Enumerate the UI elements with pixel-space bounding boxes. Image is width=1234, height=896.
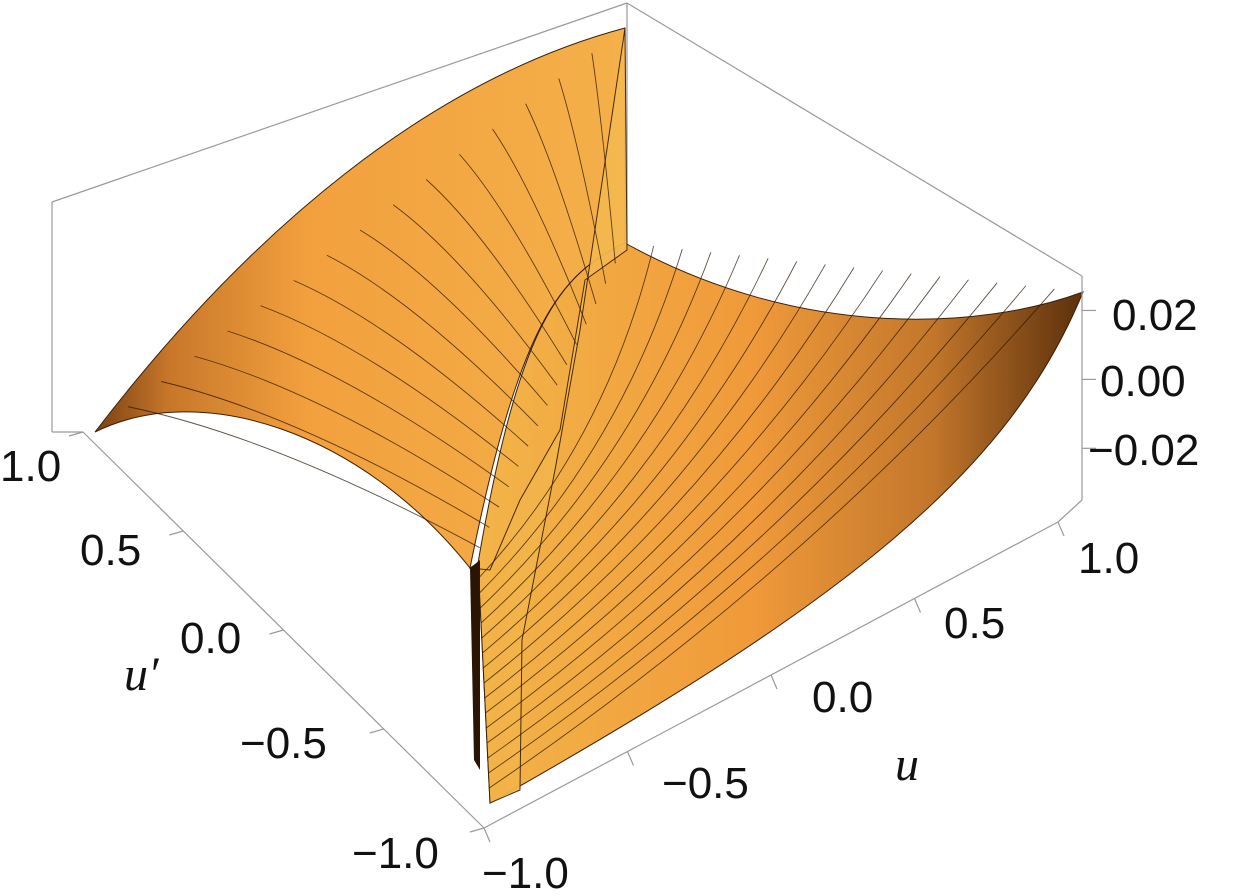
bounding-box-back <box>51 2 1083 432</box>
surface-dark-seam <box>470 560 480 770</box>
z-tick-0.02: 0.02 <box>1112 291 1198 340</box>
mesh-line <box>485 276 941 729</box>
mesh-line <box>482 264 826 669</box>
u-axis-label: u <box>895 738 919 791</box>
mesh-line <box>479 252 712 609</box>
mesh-line <box>359 229 548 406</box>
z-tick-0.00: 0.00 <box>1100 357 1186 406</box>
mesh-line <box>481 258 769 639</box>
tick-mark <box>1057 521 1065 537</box>
mesh-line <box>485 273 912 714</box>
tick-mark <box>269 629 284 635</box>
u-prime-tick--0.5: −0.5 <box>240 719 327 768</box>
tick-mark <box>169 530 184 536</box>
mesh-lines <box>128 53 1055 789</box>
u-tick--1: −1.0 <box>482 849 569 896</box>
mesh-line <box>260 305 519 467</box>
mesh-line <box>478 245 655 579</box>
mesh-line <box>483 267 855 684</box>
mesh-line <box>488 285 1027 774</box>
mesh-line <box>425 179 568 366</box>
mesh-line <box>480 255 740 624</box>
mesh-line <box>161 381 490 528</box>
mesh-line <box>227 330 510 488</box>
u-prime-tick-labels: 1.0 0.5 0.0 −0.5 −1.0 <box>0 442 439 878</box>
mesh-line <box>128 406 480 549</box>
u-tick-1: 1.0 <box>1078 534 1139 583</box>
u-tick-0: 0.0 <box>812 673 873 722</box>
mesh-line <box>482 261 798 654</box>
tick-mark <box>369 728 384 734</box>
tick-mark <box>469 827 485 833</box>
surface-lower-half <box>477 242 1084 804</box>
mesh-line <box>525 103 597 305</box>
z-tick--0.02: −0.02 <box>1088 426 1199 475</box>
mesh-line <box>293 280 529 447</box>
mesh-line <box>591 53 616 264</box>
tick-marks <box>68 309 1096 843</box>
tick-mark <box>770 674 778 690</box>
mesh-line <box>326 254 539 427</box>
surface-mesh <box>94 27 1084 804</box>
u-tick-labels: −1.0 −0.5 0.0 0.5 1.0 <box>482 534 1139 896</box>
z-tick-labels: 0.02 0.00 −0.02 <box>1088 291 1199 475</box>
u-prime-tick-0: 0.0 <box>180 614 241 663</box>
mesh-line <box>488 288 1055 789</box>
u-tick--0.5: −0.5 <box>662 759 749 808</box>
tick-mark <box>68 431 84 437</box>
u-prime-tick-0.5: 0.5 <box>80 526 141 575</box>
tick-mark <box>483 827 491 843</box>
tick-mark <box>913 598 922 613</box>
mesh-line <box>486 279 969 744</box>
mesh-line <box>492 128 587 325</box>
mesh-line <box>459 153 577 345</box>
mesh-line <box>479 248 683 594</box>
tick-mark <box>626 751 635 766</box>
mesh-line <box>558 78 607 284</box>
u-prime-axis-label: u′ <box>124 648 160 701</box>
mesh-line <box>194 355 500 508</box>
mesh-line <box>392 204 558 386</box>
mesh-line <box>484 270 884 699</box>
u-prime-tick-1: 1.0 <box>0 442 61 491</box>
u-tick-0.5: 0.5 <box>944 599 1005 648</box>
mesh-line <box>487 282 998 759</box>
u-prime-tick--1: −1.0 <box>352 829 439 878</box>
